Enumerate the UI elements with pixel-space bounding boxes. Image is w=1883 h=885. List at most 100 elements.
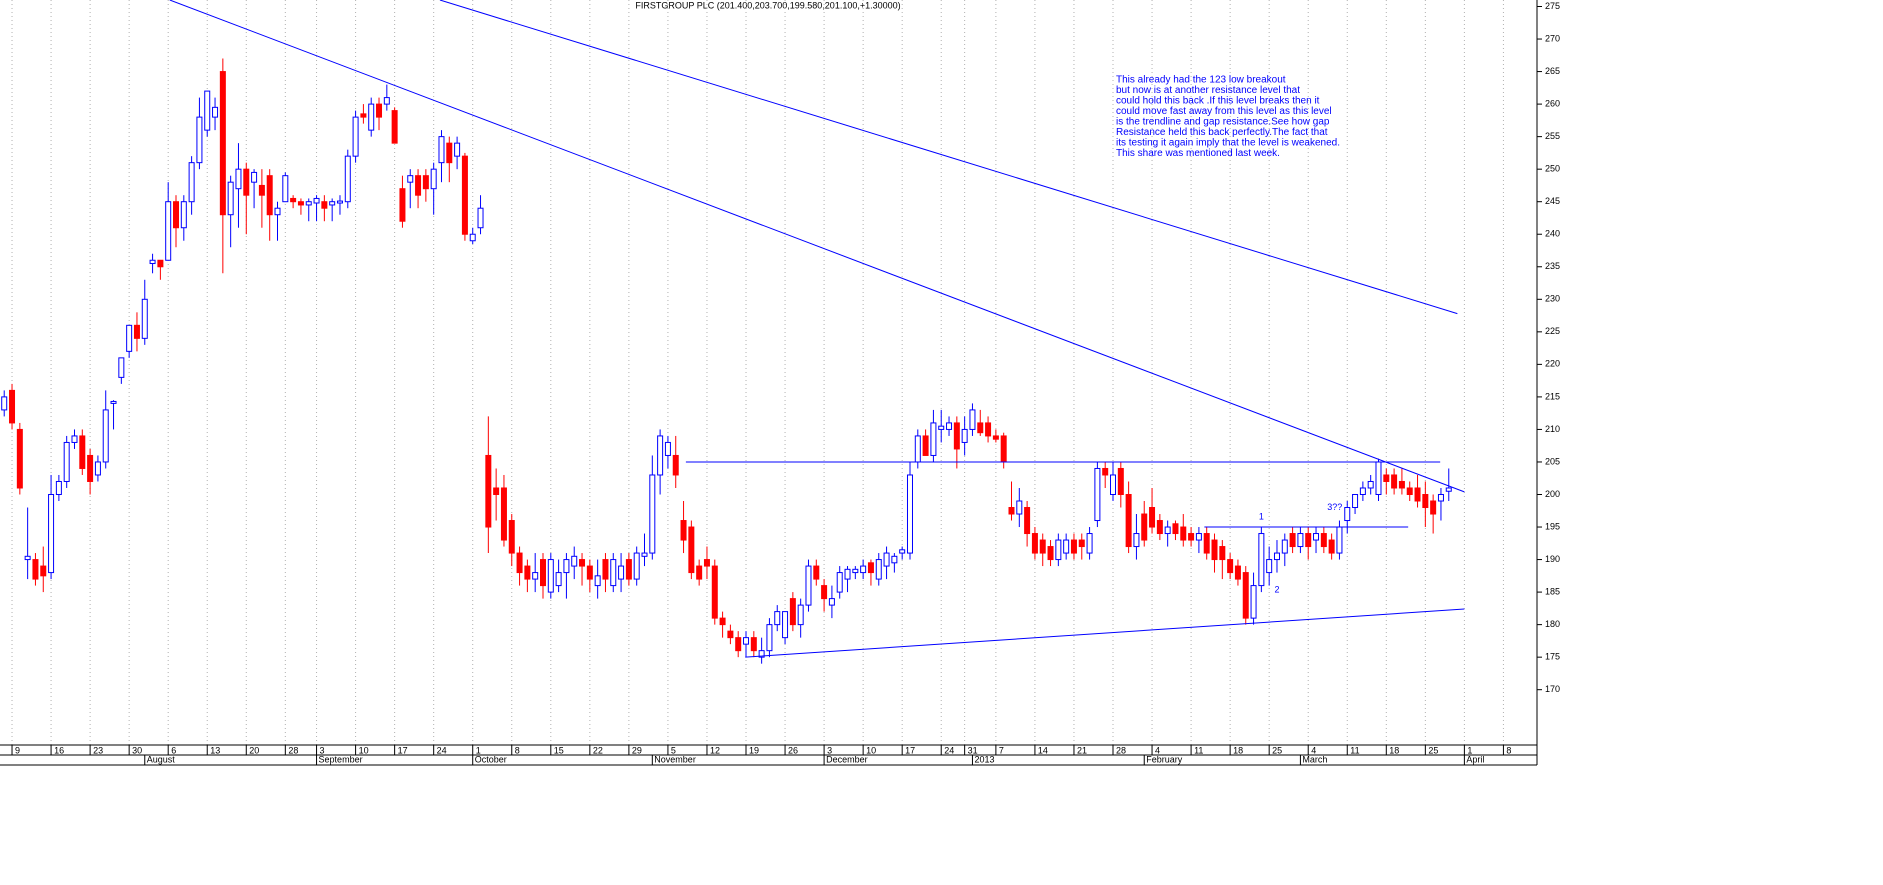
trend-line <box>169 0 1465 493</box>
candle-body <box>1437 493 1444 502</box>
month-label: December <box>826 754 868 764</box>
candle-body <box>735 637 742 652</box>
candle-body <box>594 575 601 587</box>
candle-body <box>1391 474 1398 489</box>
candle-body <box>235 168 242 190</box>
x-tick-label: 17 <box>905 745 915 755</box>
x-tick-label: 10 <box>866 745 876 755</box>
candle-body <box>157 259 164 268</box>
candle-body <box>1055 539 1062 561</box>
candle-body <box>782 611 789 639</box>
candle-body <box>992 435 999 440</box>
x-tick-label: 25 <box>1428 745 1438 755</box>
candle-body <box>1024 507 1031 535</box>
candle-body <box>899 549 906 554</box>
candle-body <box>1273 552 1280 561</box>
candle-body <box>360 113 367 118</box>
candle-body <box>703 559 710 567</box>
annotation: 3?? <box>1327 502 1342 512</box>
y-tick-label: 245 <box>1545 196 1560 206</box>
month-label: 2013 <box>974 754 994 764</box>
candle-body <box>110 400 117 404</box>
candle-body <box>1367 480 1374 489</box>
chart-title: FIRSTGROUP PLC (201.400,203.700,199.580,… <box>635 0 900 10</box>
candle-body <box>1289 533 1296 548</box>
candle-body <box>875 559 882 580</box>
candle-body <box>946 422 953 430</box>
candle-body <box>87 454 94 482</box>
candle-body <box>32 559 39 580</box>
candle-body <box>1242 572 1249 619</box>
candle-body <box>836 572 843 593</box>
x-tick-label: 9 <box>15 745 20 755</box>
candle-body <box>1328 539 1335 554</box>
note-line: This share was mentioned last week. <box>1116 148 1280 159</box>
x-tick-label: 6 <box>171 745 176 755</box>
candle-body <box>813 565 820 580</box>
x-tick-label: 28 <box>288 745 298 755</box>
x-tick-label: 31 <box>968 745 978 755</box>
y-tick-label: 255 <box>1545 131 1560 141</box>
x-tick-label: 3 <box>827 745 832 755</box>
candle-body <box>415 175 422 196</box>
candle-body <box>797 604 804 626</box>
month-label: September <box>319 754 363 764</box>
x-tick-label: 3 <box>320 745 325 755</box>
candle-body <box>696 565 703 580</box>
candle-body <box>1070 539 1077 554</box>
x-tick-label: 25 <box>1272 745 1282 755</box>
candle-body <box>1172 523 1179 535</box>
candle-body <box>485 454 492 528</box>
y-tick-label: 250 <box>1545 164 1560 174</box>
candle-body <box>883 552 890 567</box>
note-line: could move fast away from this level as … <box>1116 106 1332 117</box>
candle-body <box>1359 487 1366 495</box>
y-tick-label: 220 <box>1545 359 1560 369</box>
candle-body <box>399 188 406 222</box>
candle-body <box>571 555 578 567</box>
annotation: 2 <box>1274 585 1279 595</box>
y-tick-label: 195 <box>1545 521 1560 531</box>
candle-body <box>79 435 86 469</box>
candle-body <box>625 559 632 580</box>
candle-body <box>1195 533 1202 541</box>
candle-body <box>938 425 945 430</box>
candle-body <box>1250 585 1257 619</box>
candle-body <box>188 162 195 203</box>
x-tick-label: 26 <box>788 745 798 755</box>
candle-body <box>657 435 664 476</box>
candle-body <box>1125 493 1132 548</box>
candle-body <box>664 441 671 456</box>
candle-body <box>204 90 211 131</box>
candle-body <box>1133 533 1140 548</box>
candle-body <box>344 155 351 203</box>
candle-body <box>1375 461 1382 495</box>
candle-body <box>1219 546 1226 561</box>
candle-body <box>618 565 625 580</box>
candle-body <box>297 201 304 206</box>
x-tick-label: 17 <box>398 745 408 755</box>
x-tick-label: 24 <box>944 745 954 755</box>
candle-body <box>727 630 734 639</box>
trend-line <box>439 0 1458 315</box>
candle-body <box>1352 493 1359 509</box>
candle-body <box>48 493 55 574</box>
x-tick-label: 12 <box>710 745 720 755</box>
candle-body <box>750 637 757 652</box>
y-tick-label: 185 <box>1545 586 1560 596</box>
candle-body <box>1344 507 1351 522</box>
candle-body <box>1031 533 1038 554</box>
candle-body <box>1234 565 1241 580</box>
candle-body <box>102 409 109 463</box>
y-tick-label: 275 <box>1545 1 1560 11</box>
note-line: This already had the 123 low breakout <box>1116 75 1286 86</box>
candle-body <box>867 562 874 574</box>
x-tick-label: 23 <box>93 745 103 755</box>
candle-body <box>860 565 867 574</box>
x-tick-label: 5 <box>671 745 676 755</box>
candle-body <box>477 207 484 229</box>
x-tick-label: 20 <box>249 745 259 755</box>
candle-body <box>610 559 617 587</box>
candle-body <box>563 559 570 574</box>
